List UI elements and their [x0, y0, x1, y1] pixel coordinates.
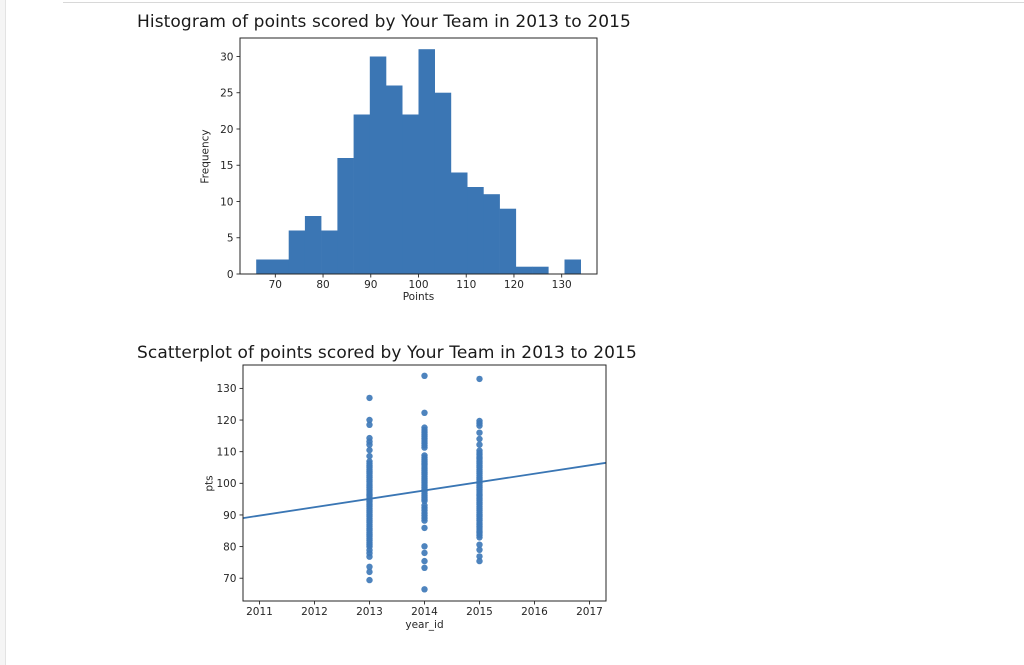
scatter-point — [366, 576, 373, 584]
scatter-point — [476, 553, 483, 560]
scatter-point — [476, 546, 483, 553]
scatter-point — [421, 517, 428, 524]
x-tick-label: 130 — [552, 279, 572, 291]
scatter-point — [366, 452, 373, 460]
y-tick-label: 30 — [220, 51, 233, 63]
histogram-plot: 70 80 90 100 110 120 130 0 5 10 15 20 25 30 — [220, 37, 598, 291]
histogram-bar — [418, 49, 435, 275]
scatterplot-plot: 2011 2012 2013 2014 2015 2016 2017 70 80 90 100 110… — [216, 364, 607, 618]
scatter-point — [421, 444, 428, 451]
y-tick-label: 100 — [216, 478, 236, 490]
histogram-bar — [434, 92, 452, 274]
histogram-bar — [353, 114, 371, 274]
histogram-bar — [402, 114, 419, 274]
histogram-bar — [304, 216, 322, 274]
y-tick-label: 20 — [220, 124, 233, 136]
plot-frame — [242, 364, 607, 602]
scatter-point — [421, 543, 428, 550]
y-tick-label: 90 — [223, 510, 236, 522]
x-tick-label: 80 — [316, 279, 329, 291]
histogram-bar — [288, 230, 306, 274]
histogram-bar — [467, 187, 484, 274]
x-tick-label: 2011 — [246, 606, 273, 618]
scatter-points-2014 — [421, 372, 428, 593]
scatter-point — [476, 429, 483, 436]
x-tick-label: 2013 — [356, 606, 383, 618]
histogram-bar — [499, 208, 517, 274]
x-tick-label: 2017 — [576, 606, 603, 618]
scatter-point — [476, 441, 483, 448]
scatter-point — [476, 541, 483, 548]
scatter-point — [421, 409, 428, 416]
histogram-xlabel: Points — [402, 291, 435, 303]
y-tick-label: 130 — [216, 383, 236, 395]
x-tick-label: 2015 — [466, 606, 493, 618]
x-tick-label: 2016 — [521, 606, 548, 618]
x-tick-label: 70 — [269, 279, 282, 291]
scatter-point — [366, 563, 373, 570]
histogram-bar — [256, 259, 273, 274]
y-tick-label: 120 — [216, 415, 236, 427]
histogram-bar — [564, 259, 581, 274]
scatter-point — [366, 446, 373, 454]
top-separator-line — [63, 2, 1024, 3]
histogram-bar — [515, 266, 533, 274]
x-tick-label: 110 — [456, 279, 476, 291]
y-tick-label: 0 — [227, 269, 234, 281]
scatter-points-2013 — [366, 394, 373, 584]
scatter-point — [476, 435, 483, 443]
x-tick-label: 120 — [504, 279, 524, 291]
histogram-bar — [532, 266, 549, 274]
scatter-point — [366, 394, 373, 402]
x-tick-label: 90 — [364, 279, 377, 291]
regression-line — [242, 461, 607, 519]
x-tick-label: 2014 — [411, 606, 438, 618]
scatter-point — [476, 534, 483, 541]
scatter-point — [366, 553, 373, 560]
scatter-point — [476, 557, 483, 565]
histogram-bar — [451, 172, 468, 274]
scatter-point — [421, 372, 428, 379]
histogram-bar — [386, 85, 403, 274]
scatter-point — [421, 564, 428, 571]
axis-ticks: 70 80 90 100 110 120 130 0 5 10 15 20 25 30 — [220, 51, 572, 291]
y-tick-label: 70 — [223, 573, 236, 585]
x-tick-label: 2012 — [301, 606, 328, 618]
histogram-bar — [321, 230, 338, 274]
scatter-point — [421, 549, 428, 557]
histogram-bar — [369, 56, 387, 274]
y-tick-label: 15 — [220, 160, 233, 172]
scatterplot-title: Scatterplot of points scored by Your Tea… — [137, 343, 637, 363]
y-tick-label: 25 — [220, 88, 233, 100]
histogram-bar — [483, 194, 500, 274]
y-tick-label: 110 — [216, 446, 236, 458]
y-tick-label: 5 — [227, 233, 234, 245]
y-tick-label: 10 — [220, 196, 233, 208]
scatter-point — [421, 557, 428, 565]
plot-frame — [239, 37, 598, 275]
scatter-point — [366, 421, 373, 428]
histogram-bars — [256, 49, 581, 275]
scatter-points-2015 — [476, 375, 483, 565]
histogram-bar — [272, 259, 289, 274]
y-tick-label: 80 — [223, 541, 236, 553]
histogram-bar — [337, 158, 354, 274]
left-gutter — [0, 0, 6, 665]
scatter-point — [476, 375, 483, 383]
scatter-point — [476, 422, 483, 429]
scatter-point — [421, 524, 428, 532]
scatter-point — [421, 586, 428, 593]
scatter-point — [366, 568, 373, 576]
scatter-point — [421, 497, 428, 505]
scatter-point — [366, 441, 373, 448]
histogram-title: Histogram of points scored by Your Team … — [137, 12, 631, 32]
axis-ticks: 2011 2012 2013 2014 2015 2016 2017 70 80 90 100 110… — [216, 383, 602, 618]
scatter-point — [366, 416, 373, 424]
x-tick-label: 100 — [408, 279, 428, 291]
scatterplot-xlabel: year_id — [405, 619, 444, 631]
